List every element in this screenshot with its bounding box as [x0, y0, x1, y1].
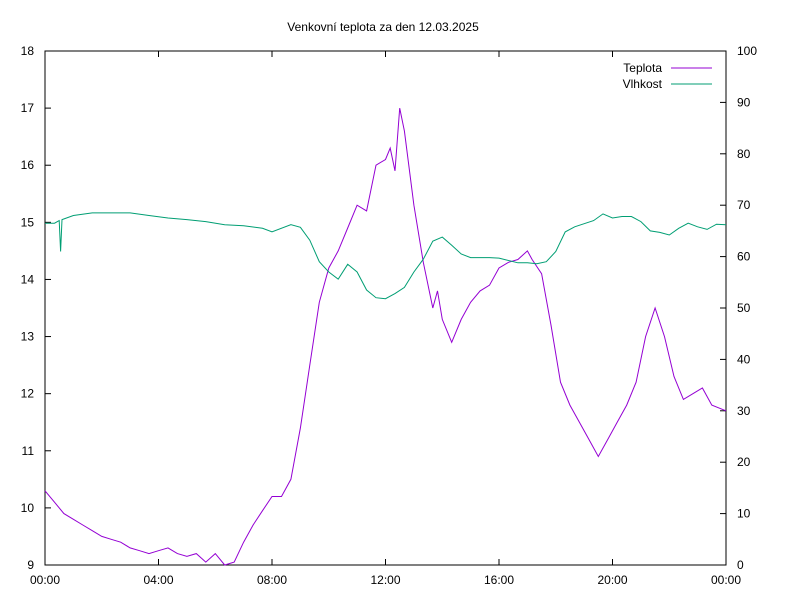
y-left-tick-label: 17 — [21, 101, 35, 115]
y-left-tick-label: 14 — [21, 272, 35, 286]
series-layer — [44, 107, 727, 566]
y-left-tick-label: 16 — [21, 158, 35, 172]
y-right-tick-label: 50 — [737, 301, 751, 315]
x-tick-label: 16:00 — [484, 573, 514, 587]
y-axis-left: 9 10 11 12 13 14 15 16 17 18 — [21, 44, 51, 572]
y-left-tick-label: 12 — [21, 387, 35, 401]
y-left-tick-label: 18 — [21, 44, 35, 58]
legend: Teplota Vlhkost — [623, 61, 712, 91]
legend-label-vlhkost: Vlhkost — [623, 77, 663, 91]
y-left-tick-label: 11 — [22, 444, 35, 458]
y-left-tick-label: 15 — [21, 215, 35, 229]
x-tick-label: 00:00 — [711, 573, 741, 587]
y-right-tick-label: 70 — [737, 198, 751, 212]
chart-title: Venkovní teplota za den 12.03.2025 — [287, 20, 479, 34]
series-line-vlhkost — [45, 212, 727, 300]
y-right-tick-label: 10 — [737, 507, 751, 521]
y-axis-right: 0 10 20 30 40 50 60 70 80 90 100 — [720, 44, 757, 572]
y-right-tick-label: 40 — [737, 352, 751, 366]
y-right-tick-label: 60 — [737, 250, 751, 264]
y-right-tick-label: 100 — [737, 44, 757, 58]
x-tick-label: 20:00 — [597, 573, 627, 587]
y-right-tick-label: 30 — [737, 404, 751, 418]
x-axis: 00:00 04:00 08:00 12:00 16:00 20:00 00:00 — [30, 51, 741, 587]
x-tick-label: 12:00 — [370, 573, 400, 587]
series-line-teplota — [44, 107, 727, 566]
y-right-tick-label: 0 — [737, 558, 744, 572]
legend-label-teplota: Teplota — [623, 61, 662, 75]
y-right-tick-label: 90 — [737, 95, 751, 109]
y-right-tick-label: 80 — [737, 147, 751, 161]
y-right-tick-label: 20 — [737, 455, 751, 469]
x-tick-label: 08:00 — [257, 573, 287, 587]
y-left-tick-label: 9 — [27, 558, 34, 572]
x-tick-label: 00:00 — [30, 573, 60, 587]
y-left-tick-label: 10 — [21, 501, 35, 515]
y-left-tick-label: 13 — [21, 330, 35, 344]
x-tick-label: 04:00 — [143, 573, 173, 587]
plot-frame — [44, 50, 727, 566]
